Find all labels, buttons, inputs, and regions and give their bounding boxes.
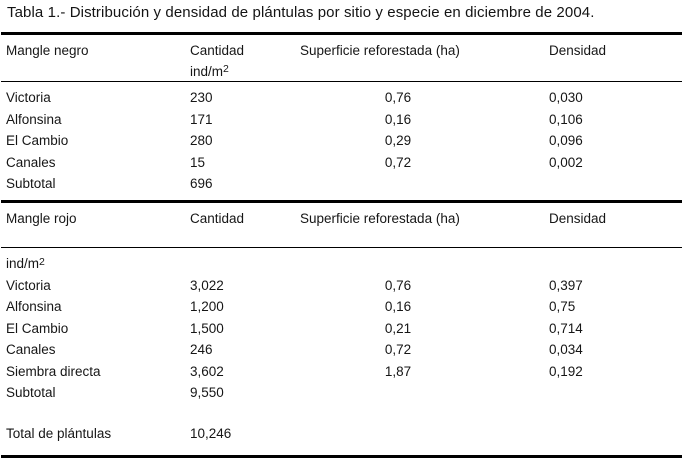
rule-header1-thin bbox=[1, 80, 682, 82]
rule-section2-thick bbox=[1, 199, 682, 203]
table-row: Siembra directa 3,602 1,87 0,192 bbox=[0, 361, 684, 383]
cell-cantidad: 3,022 bbox=[190, 277, 224, 293]
column-header-species: Mangle negro bbox=[6, 43, 89, 58]
section-rows-mangle-negro: Victoria 230 0,76 0,030 Alfonsina 171 0,… bbox=[0, 87, 684, 195]
cell-cantidad: 1,500 bbox=[190, 320, 224, 336]
cell-cantidad: 280 bbox=[190, 133, 213, 148]
cell-superficie bbox=[300, 173, 496, 195]
cell-site: Victoria bbox=[6, 277, 51, 293]
table-row: Victoria 230 0,76 0,030 bbox=[0, 87, 684, 109]
cell-site: Subtotal bbox=[6, 385, 56, 400]
cell-site: Alfonsina bbox=[6, 299, 62, 314]
cell-site: Subtotal bbox=[6, 176, 56, 191]
cell-densidad bbox=[496, 173, 684, 195]
cell-superficie: 0,76 bbox=[384, 277, 412, 293]
cell-site: Alfonsina bbox=[6, 111, 62, 127]
cantidad-label: Cantidad bbox=[190, 43, 245, 58]
column-header-densidad: Densidad bbox=[549, 211, 607, 226]
section-header-mangle-rojo: Mangle rojo Cantidad Superficie reforest… bbox=[0, 209, 684, 230]
total-row-container: Total de plántulas 10,246 bbox=[0, 423, 684, 445]
superscript-2: 2 bbox=[223, 63, 229, 75]
total-label: Total de plántulas bbox=[6, 426, 112, 441]
cell-unit: ind/m2 bbox=[6, 255, 45, 272]
table-row: Alfonsina 171 0,16 0,106 bbox=[0, 109, 684, 131]
cell-densidad: 0,106 bbox=[549, 111, 583, 127]
cell-densidad: 0,096 bbox=[549, 133, 583, 148]
cell-densidad: 0,75 bbox=[549, 299, 576, 314]
cell-superficie: 0,16 bbox=[384, 299, 412, 314]
superscript-2: 2 bbox=[39, 255, 45, 268]
table-row: Alfonsina 1,200 0,16 0,75 bbox=[0, 296, 684, 318]
column-header-superficie: Superficie reforestada (ha) bbox=[300, 43, 460, 58]
subtotal-row: Subtotal 9,550 bbox=[0, 382, 684, 404]
column-header-superficie: Superficie reforestada (ha) bbox=[300, 211, 460, 226]
cell-superficie: 0,16 bbox=[384, 111, 412, 127]
cell-superficie: 0,72 bbox=[384, 154, 412, 170]
cell-densidad: 0,192 bbox=[549, 363, 583, 379]
cantidad-unit-label: ind/m2 bbox=[190, 63, 229, 79]
table-row: Victoria 3,022 0,76 0,397 bbox=[0, 275, 684, 297]
table-row: El Cambio 1,500 0,21 0,714 bbox=[0, 318, 684, 340]
section-header-mangle-negro: Mangle negro Cantidad ind/m2 Superficie … bbox=[0, 41, 684, 83]
unit-row: ind/m2 bbox=[0, 253, 684, 275]
cell-cantidad: 171 bbox=[190, 111, 213, 127]
cell-cantidad: 3,602 bbox=[190, 363, 224, 379]
rule-top-thick bbox=[1, 32, 682, 35]
cell-densidad: 0,002 bbox=[549, 154, 583, 170]
total-value: 10,246 bbox=[190, 426, 232, 441]
column-header-species: Mangle rojo bbox=[6, 211, 77, 226]
column-header-cantidad: Cantidad ind/m2 bbox=[190, 41, 300, 83]
rule-header2-thin bbox=[1, 246, 682, 248]
cell-cantidad: 15 bbox=[190, 154, 206, 170]
cell-superficie bbox=[300, 382, 496, 404]
column-header-densidad: Densidad bbox=[549, 43, 607, 58]
section-rows-mangle-rojo: ind/m2 Victoria 3,022 0,76 0,397 Alfonsi… bbox=[0, 253, 684, 404]
cell-cantidad: 696 bbox=[190, 176, 213, 191]
rule-bottom-thick bbox=[1, 455, 682, 458]
grand-total-row: Total de plántulas 10,246 bbox=[0, 423, 684, 445]
cell-site: El Cambio bbox=[6, 320, 69, 336]
cell-cantidad: 1,200 bbox=[190, 299, 224, 314]
cell-superficie: 0,72 bbox=[384, 342, 412, 357]
cell-superficie: 0,29 bbox=[384, 133, 412, 148]
cell-site: Siembra directa bbox=[6, 363, 101, 379]
cell-cantidad: 230 bbox=[190, 90, 213, 105]
subtotal-row: Subtotal 696 bbox=[0, 173, 684, 195]
cell-cantidad: 9,550 bbox=[190, 385, 224, 400]
cell-superficie: 1,87 bbox=[384, 363, 412, 379]
cell-site: Canales bbox=[6, 342, 56, 357]
table-row: El Cambio 280 0,29 0,096 bbox=[0, 130, 684, 152]
table-row: Canales 15 0,72 0,002 bbox=[0, 152, 684, 174]
cell-site: Canales bbox=[6, 154, 56, 170]
table-title: Tabla 1.- Distribución y densidad de plá… bbox=[7, 4, 595, 21]
column-header-cantidad: Cantidad bbox=[190, 211, 245, 226]
cell-site: El Cambio bbox=[6, 133, 69, 148]
cell-densidad: 0,714 bbox=[549, 320, 583, 336]
cell-densidad: 0,034 bbox=[549, 342, 583, 357]
cell-densidad: 0,397 bbox=[549, 277, 583, 293]
table-row: Canales 246 0,72 0,034 bbox=[0, 339, 684, 361]
cell-superficie: 0,21 bbox=[384, 320, 412, 336]
cell-cantidad: 246 bbox=[190, 342, 213, 357]
cell-densidad: 0,030 bbox=[549, 90, 583, 105]
cell-superficie: 0,76 bbox=[384, 90, 412, 105]
cell-densidad bbox=[496, 382, 684, 404]
cell-site: Victoria bbox=[6, 90, 51, 105]
